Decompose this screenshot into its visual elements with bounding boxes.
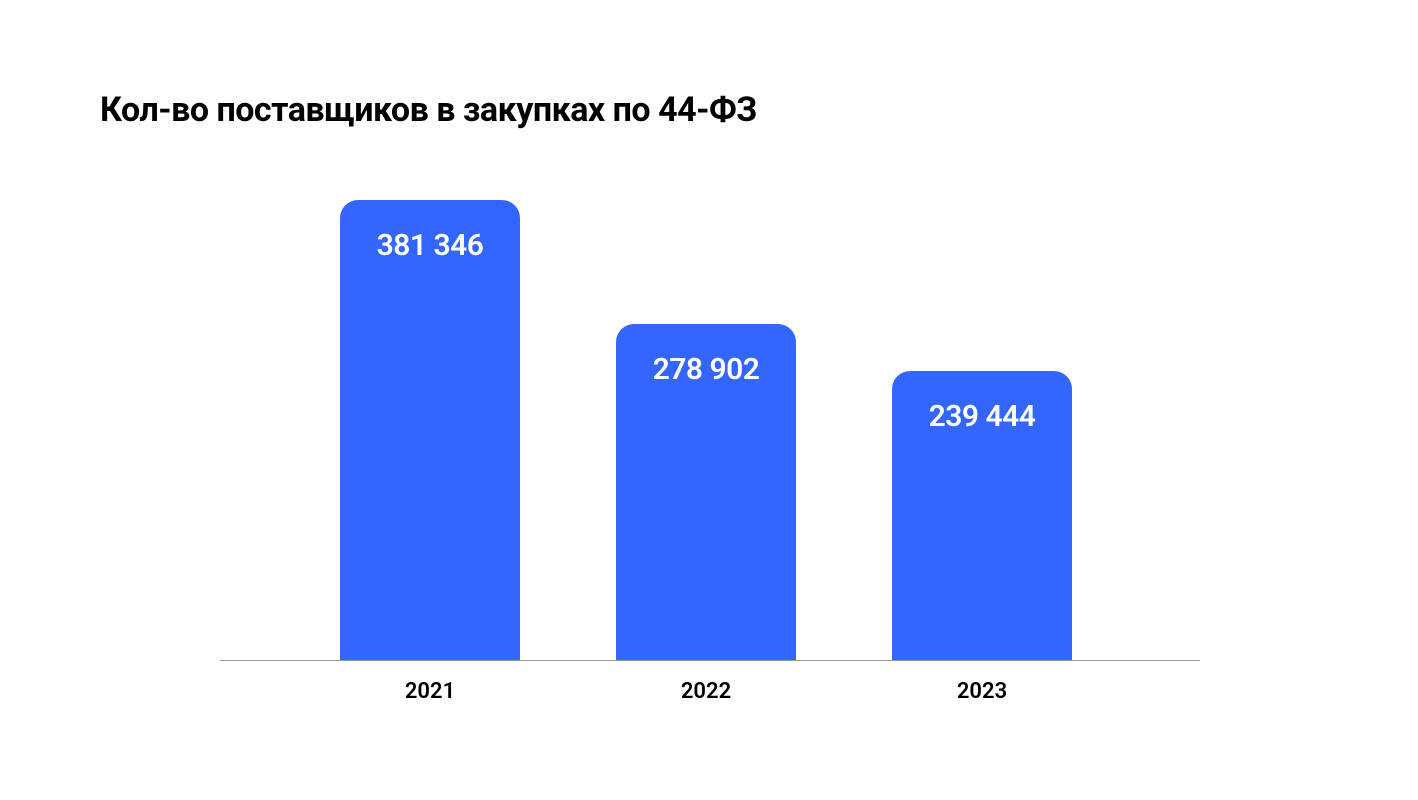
x-label-0: 2021 — [340, 679, 520, 704]
bar-0: 381 346 — [340, 200, 520, 660]
bar-2: 239 444 — [892, 371, 1072, 660]
bar-wrap-1: 278 902 — [616, 324, 796, 660]
chart-container: Кол-во поставщиков в закупках по 44-ФЗ 3… — [0, 0, 1418, 800]
bar-1: 278 902 — [616, 324, 796, 660]
chart-title: Кол-во поставщиков в закупках по 44-ФЗ — [100, 90, 1318, 130]
bar-wrap-2: 239 444 — [892, 371, 1072, 660]
x-labels: 2021 2022 2023 — [220, 679, 1258, 704]
x-label-2: 2023 — [892, 679, 1072, 704]
x-label-1: 2022 — [616, 679, 796, 704]
bar-value-1: 278 902 — [653, 352, 760, 387]
bar-value-0: 381 346 — [377, 228, 484, 263]
x-axis-line — [220, 660, 1200, 661]
bar-value-2: 239 444 — [929, 399, 1036, 434]
plot-area: 381 346 278 902 239 444 2021 2022 2023 — [220, 200, 1258, 704]
bar-wrap-0: 381 346 — [340, 200, 520, 660]
bars-row: 381 346 278 902 239 444 — [220, 200, 1258, 660]
